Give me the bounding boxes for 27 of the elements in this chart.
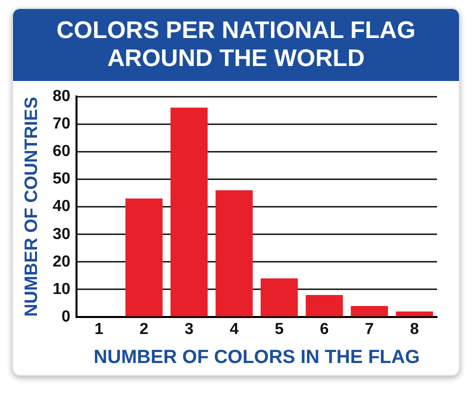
bar xyxy=(306,294,343,316)
bar xyxy=(170,108,208,316)
bar xyxy=(260,278,298,316)
y-tick-label: 0 xyxy=(61,308,70,326)
x-tick-label: 7 xyxy=(364,321,374,338)
y-axis-title: NUMBER OF COUNTRIES xyxy=(20,96,41,317)
bar xyxy=(396,311,434,316)
x-tick-label: 3 xyxy=(184,321,194,338)
x-tick-label: 4 xyxy=(230,321,239,338)
y-tick-label: 60 xyxy=(52,143,70,160)
y-tick-label: 10 xyxy=(52,280,70,298)
x-axis-title: NUMBER OF COLORS IN THE FLAG xyxy=(94,346,420,368)
y-tick-label: 80 xyxy=(52,88,70,106)
x-tick-label: 8 xyxy=(410,321,420,338)
x-tick-label: 6 xyxy=(320,321,329,338)
y-tick-label: 50 xyxy=(52,170,70,188)
x-tick-label: 1 xyxy=(94,321,104,338)
y-tick-label: 70 xyxy=(52,116,70,133)
x-tick-label: 2 xyxy=(140,321,149,338)
bar xyxy=(125,198,163,316)
y-tick-label: 40 xyxy=(52,198,70,216)
y-tick-label: 20 xyxy=(52,253,70,270)
x-tick-label: 5 xyxy=(274,321,284,338)
chart-title: COLORS PER NATIONAL FLAG AROUND THE WORLD xyxy=(13,9,459,81)
bar xyxy=(216,190,253,316)
bar xyxy=(350,306,388,316)
y-tick-label: 30 xyxy=(52,226,70,243)
